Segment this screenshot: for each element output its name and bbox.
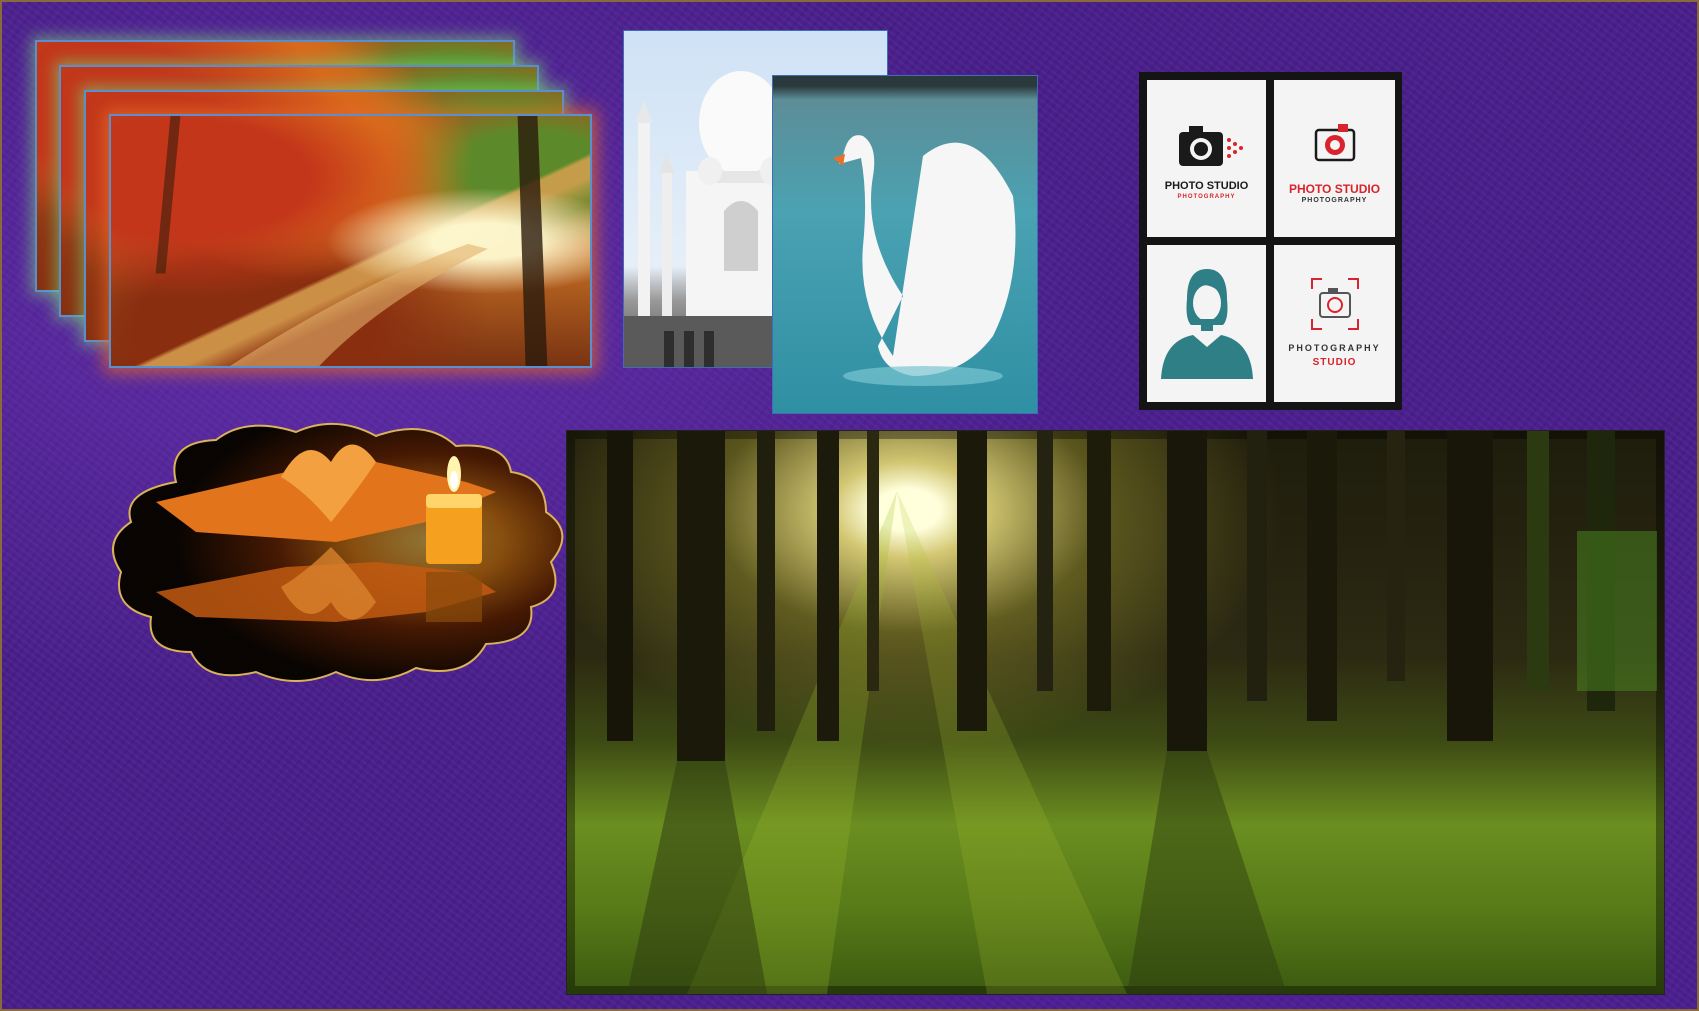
autumn-trees-illustration xyxy=(155,116,548,366)
photo-studio-logo-grid[interactable]: PHOTO STUDIO PHOTOGRAPHY PHOTO STUDIO PH… xyxy=(1139,72,1402,410)
logo-tile-1[interactable]: PHOTO STUDIO PHOTOGRAPHY xyxy=(1147,80,1266,237)
swan-illustration xyxy=(833,135,1016,386)
logo-2-subtitle: PHOTOGRAPHY xyxy=(1301,197,1368,204)
logo-4-title: PHOTOGRAPHY xyxy=(1288,343,1381,353)
camera-icon xyxy=(1314,124,1356,162)
logo-tile-4[interactable]: PHOTOGRAPHY STUDIO xyxy=(1274,245,1395,402)
candle-book-cloud-photo[interactable] xyxy=(106,422,566,686)
camera-outline-icon xyxy=(1311,278,1359,330)
logo-tile-2[interactable]: PHOTO STUDIO PHOTOGRAPHY xyxy=(1274,80,1395,237)
person-avatar-icon xyxy=(1157,259,1257,379)
autumn-photo-front[interactable] xyxy=(109,114,592,368)
camera-icon xyxy=(1179,126,1243,166)
logo-1-subtitle: PHOTOGRAPHY xyxy=(1177,194,1236,200)
logo-4-subtitle: STUDIO xyxy=(1312,357,1357,368)
swan-photo[interactable] xyxy=(772,75,1038,414)
logo-2-title: PHOTO STUDIO xyxy=(1288,182,1381,196)
forest-trees-illustration xyxy=(607,431,1657,994)
taj-mahal-illustration xyxy=(624,71,887,367)
sunlit-forest-photo[interactable] xyxy=(567,431,1664,994)
logo-1-title: PHOTO STUDIO xyxy=(1164,180,1249,192)
logo-tile-3[interactable] xyxy=(1147,245,1266,402)
